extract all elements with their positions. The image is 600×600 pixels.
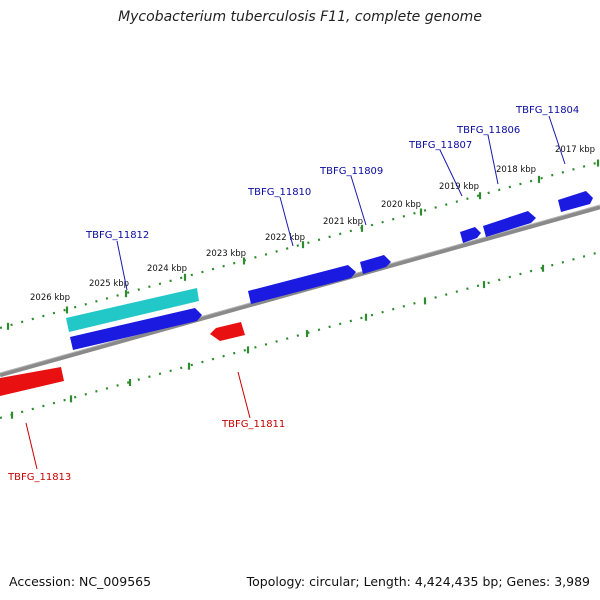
gene-arrow-tbfg-11809[interactable]	[360, 255, 391, 274]
kbp-labels: 2017 kbp 2018 kbp 2019 kbp 2020 kbp 2021…	[30, 145, 595, 303]
outer-tick-track	[0, 160, 600, 330]
gene-arrow-tbfg-11807[interactable]	[460, 227, 481, 243]
gene-label-tbfg-11807[interactable]: TBFG_11807	[408, 140, 472, 151]
kbp-label: 2024 kbp	[147, 264, 187, 274]
kbp-label: 2021 kbp	[323, 217, 363, 227]
reverse-genes	[0, 322, 245, 396]
gene-label-tbfg-11809[interactable]: TBFG_11809	[319, 166, 383, 177]
kbp-label: 2018 kbp	[496, 165, 536, 175]
gene-arrow-tbfg-11806[interactable]	[483, 211, 536, 237]
gene-label-tbfg-11811[interactable]: TBFG_11811	[221, 419, 285, 430]
gene-label-tbfg-11813[interactable]: TBFG_11813	[7, 472, 71, 483]
kbp-label: 2019 kbp	[439, 182, 479, 192]
kbp-label: 2022 kbp	[265, 233, 305, 243]
gene-label-tbfg-11812[interactable]: TBFG_11812	[85, 230, 149, 241]
accession-text: Accession: NC_009565	[9, 574, 152, 589]
kbp-label: 2017 kbp	[555, 145, 595, 155]
kbp-label: 2020 kbp	[381, 200, 421, 210]
map-title: Mycobacterium tuberculosis F11, complete…	[118, 9, 482, 25]
outer-major-ticks	[6, 159, 600, 330]
kbp-label: 2023 kbp	[206, 249, 246, 259]
inner-tick-track	[0, 250, 600, 420]
inner-track-dots	[0, 250, 600, 420]
gene-arrow-tbfg-11813[interactable]	[0, 367, 64, 396]
leader-lines	[25, 115, 566, 470]
outer-track-dots	[0, 160, 600, 330]
gene-arrow-tbfg-11804[interactable]	[558, 191, 593, 212]
gene-arrow-tbfg-11811[interactable]	[210, 322, 245, 341]
leader-line-tbfg-11809	[350, 175, 367, 226]
inner-major-ticks	[10, 264, 545, 419]
leader-line-tbfg-11811	[237, 371, 251, 419]
kbp-label: 2025 kbp	[89, 279, 129, 289]
leader-line-tbfg-11806	[487, 134, 499, 185]
gene-arrow-tbfg-11810[interactable]	[248, 265, 356, 304]
gene-labels: TBFG_11804 TBFG_11806 TBFG_11807 TBFG_11…	[7, 105, 579, 483]
gene-bar-tbfg-11812-highlight[interactable]	[66, 288, 199, 332]
leader-line-tbfg-11813	[25, 422, 38, 470]
forward-genes	[66, 191, 593, 350]
leader-line-tbfg-11810	[279, 196, 294, 247]
gene-label-tbfg-11804[interactable]: TBFG_11804	[515, 105, 579, 116]
genome-summary-text: Topology: circular; Length: 4,424,435 bp…	[246, 574, 590, 589]
gene-label-tbfg-11810[interactable]: TBFG_11810	[247, 187, 311, 198]
gene-arrow-tbfg-11812-forward[interactable]	[70, 308, 202, 350]
leader-line-tbfg-11804	[548, 115, 566, 165]
gene-label-tbfg-11806[interactable]: TBFG_11806	[456, 125, 520, 136]
kbp-label: 2026 kbp	[30, 293, 70, 303]
leader-line-tbfg-11807	[439, 149, 463, 197]
leader-line-tbfg-11812	[116, 240, 128, 291]
